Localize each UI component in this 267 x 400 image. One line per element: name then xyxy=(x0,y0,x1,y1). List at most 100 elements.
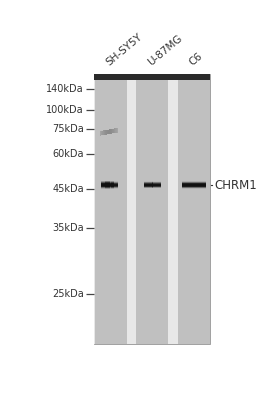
Text: U-87MG: U-87MG xyxy=(146,34,184,68)
Bar xyxy=(152,185,161,186)
Bar xyxy=(152,183,161,184)
Bar xyxy=(182,186,206,187)
Bar xyxy=(101,188,110,189)
Bar xyxy=(111,182,118,183)
Bar xyxy=(182,185,206,186)
Bar xyxy=(101,187,110,188)
Bar xyxy=(111,185,118,186)
Bar xyxy=(111,188,118,189)
Bar xyxy=(182,182,206,183)
Bar xyxy=(101,185,110,186)
Bar xyxy=(127,74,136,344)
Bar xyxy=(105,184,115,185)
Bar xyxy=(106,130,107,134)
Bar xyxy=(144,184,153,185)
Bar xyxy=(182,187,206,188)
Bar xyxy=(144,183,153,184)
Bar xyxy=(144,184,153,185)
Bar xyxy=(101,131,102,135)
Bar xyxy=(111,183,118,184)
Bar xyxy=(105,130,106,135)
Bar xyxy=(105,185,115,186)
Bar xyxy=(152,184,161,185)
Bar xyxy=(152,187,161,188)
Bar xyxy=(111,187,118,188)
Text: C6: C6 xyxy=(187,51,205,68)
Bar xyxy=(144,183,153,184)
Text: SH-SY5Y: SH-SY5Y xyxy=(105,32,145,68)
Bar xyxy=(105,187,115,188)
Bar xyxy=(105,188,115,189)
Bar xyxy=(182,188,206,189)
Bar xyxy=(152,183,161,184)
Text: 100kDa: 100kDa xyxy=(46,105,84,115)
Bar xyxy=(111,182,118,183)
Bar xyxy=(100,131,101,136)
Bar xyxy=(182,183,206,184)
Bar xyxy=(105,188,115,189)
Bar xyxy=(101,186,110,187)
Bar xyxy=(101,181,110,182)
Bar xyxy=(105,181,115,182)
Bar xyxy=(101,181,110,182)
Bar xyxy=(115,128,116,133)
Bar xyxy=(101,188,110,189)
Bar xyxy=(144,185,153,186)
Bar xyxy=(104,130,105,135)
Bar xyxy=(144,182,153,183)
Bar xyxy=(116,128,117,133)
Bar xyxy=(182,184,206,185)
Bar xyxy=(144,183,153,184)
Bar xyxy=(182,183,206,184)
Bar xyxy=(110,129,111,134)
Bar xyxy=(152,187,161,188)
Bar xyxy=(144,186,153,187)
Bar xyxy=(182,186,206,187)
Bar xyxy=(111,185,118,186)
Bar xyxy=(111,187,118,188)
Bar xyxy=(144,186,153,187)
Bar xyxy=(111,186,118,187)
Bar xyxy=(144,185,153,186)
Bar xyxy=(152,183,161,184)
Bar xyxy=(105,187,115,188)
Bar xyxy=(111,184,118,185)
Text: 75kDa: 75kDa xyxy=(52,124,84,134)
Bar xyxy=(152,182,161,183)
Bar xyxy=(111,181,118,182)
Bar xyxy=(101,184,110,185)
Bar xyxy=(105,186,115,187)
Bar xyxy=(144,187,153,188)
Bar xyxy=(113,128,114,133)
Bar xyxy=(105,183,115,184)
Bar xyxy=(144,187,153,188)
Bar xyxy=(101,186,110,187)
Bar xyxy=(144,182,153,183)
Bar xyxy=(102,130,103,135)
Bar xyxy=(144,184,153,185)
Bar xyxy=(105,183,115,184)
Text: 45kDa: 45kDa xyxy=(52,184,84,194)
Bar xyxy=(144,182,153,183)
Bar xyxy=(144,186,153,187)
Bar xyxy=(105,185,115,186)
Bar xyxy=(105,181,115,182)
Bar xyxy=(182,182,206,183)
Bar xyxy=(105,181,115,182)
Bar xyxy=(105,186,115,187)
Bar xyxy=(105,185,115,186)
Bar xyxy=(152,186,161,187)
Bar xyxy=(152,183,161,184)
Text: 35kDa: 35kDa xyxy=(52,223,84,233)
Bar xyxy=(111,188,118,189)
Bar xyxy=(101,188,110,189)
Bar xyxy=(182,185,206,186)
Bar xyxy=(101,183,110,184)
Bar xyxy=(152,187,161,188)
Bar xyxy=(144,183,153,184)
Bar xyxy=(105,186,115,187)
Bar xyxy=(111,186,118,187)
Bar xyxy=(111,183,118,184)
Bar xyxy=(105,182,115,183)
Bar xyxy=(182,187,206,188)
